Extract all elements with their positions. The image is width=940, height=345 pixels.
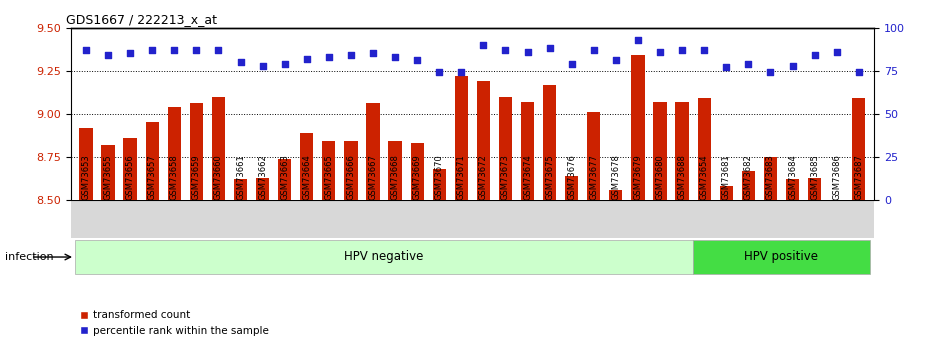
Point	[587, 47, 602, 53]
Point	[542, 46, 557, 51]
Bar	[278, 159, 291, 200]
Point	[564, 61, 579, 67]
Point	[454, 70, 469, 75]
Point	[233, 59, 248, 65]
Point	[122, 51, 137, 56]
Point	[166, 47, 181, 53]
Bar	[146, 122, 159, 200]
Bar	[256, 178, 269, 200]
Bar	[455, 76, 468, 200]
Point	[343, 52, 358, 58]
Bar	[411, 143, 424, 200]
Point	[145, 47, 160, 53]
Text: HPV negative: HPV negative	[344, 250, 424, 263]
Bar	[853, 98, 866, 200]
Bar	[786, 179, 799, 200]
Point	[785, 63, 800, 68]
Point	[852, 70, 867, 75]
Point	[321, 54, 337, 60]
Bar	[432, 169, 446, 200]
Bar	[499, 97, 512, 200]
Point	[608, 58, 623, 63]
Bar	[190, 104, 203, 200]
Point	[410, 58, 425, 63]
Point	[741, 61, 756, 67]
Point	[829, 49, 844, 55]
Point	[277, 61, 292, 67]
Point	[78, 47, 93, 53]
Bar	[521, 102, 534, 200]
Legend: transformed count, percentile rank within the sample: transformed count, percentile rank withi…	[76, 306, 274, 340]
Point	[675, 47, 690, 53]
Bar	[693, 240, 870, 274]
Bar	[234, 179, 247, 200]
Bar	[79, 128, 92, 200]
Bar	[565, 176, 578, 200]
Bar	[123, 138, 136, 200]
Point	[697, 47, 712, 53]
Point	[101, 52, 116, 58]
Bar	[764, 157, 777, 200]
Point	[299, 56, 314, 61]
Bar	[167, 107, 180, 200]
Bar	[697, 98, 711, 200]
Bar	[212, 97, 225, 200]
Point	[366, 51, 381, 56]
Point	[719, 65, 734, 70]
Bar	[808, 178, 822, 200]
Point	[211, 47, 226, 53]
Point	[807, 52, 822, 58]
Text: infection: infection	[5, 252, 54, 262]
Bar	[102, 145, 115, 200]
Bar	[322, 141, 336, 200]
Point	[631, 37, 646, 42]
Point	[763, 70, 778, 75]
Point	[255, 63, 270, 68]
Bar	[632, 55, 645, 200]
Point	[189, 47, 204, 53]
Bar	[609, 190, 622, 200]
Bar	[676, 102, 689, 200]
Bar	[477, 81, 490, 200]
Bar	[344, 141, 357, 200]
Point	[431, 70, 446, 75]
Point	[652, 49, 667, 55]
Point	[476, 42, 491, 48]
Bar	[388, 141, 401, 200]
Bar	[300, 133, 313, 200]
Bar	[588, 112, 601, 200]
Point	[498, 47, 513, 53]
Text: GDS1667 / 222213_x_at: GDS1667 / 222213_x_at	[67, 13, 217, 27]
Point	[520, 49, 535, 55]
Bar	[543, 85, 556, 200]
Text: HPV positive: HPV positive	[744, 250, 819, 263]
Bar	[75, 240, 693, 274]
Point	[387, 54, 402, 60]
Bar	[367, 104, 380, 200]
Bar	[742, 171, 755, 200]
Bar	[720, 186, 733, 200]
Bar	[653, 102, 666, 200]
